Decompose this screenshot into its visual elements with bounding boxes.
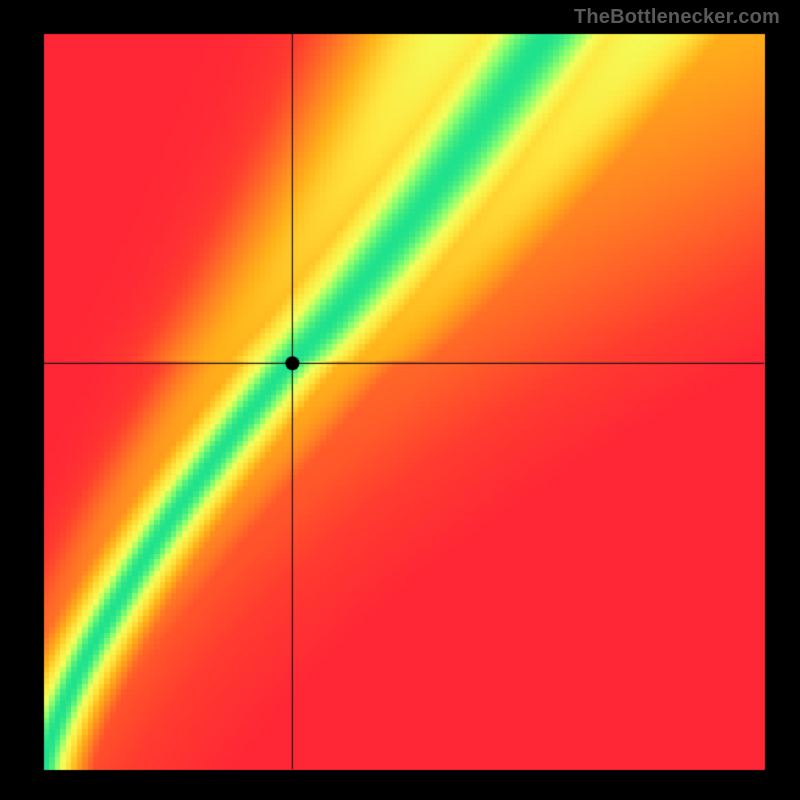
watermark-label: TheBottlenecker.com [574,6,780,29]
chart-container: TheBottlenecker.com [0,0,800,800]
bottleneck-heatmap [0,0,800,800]
